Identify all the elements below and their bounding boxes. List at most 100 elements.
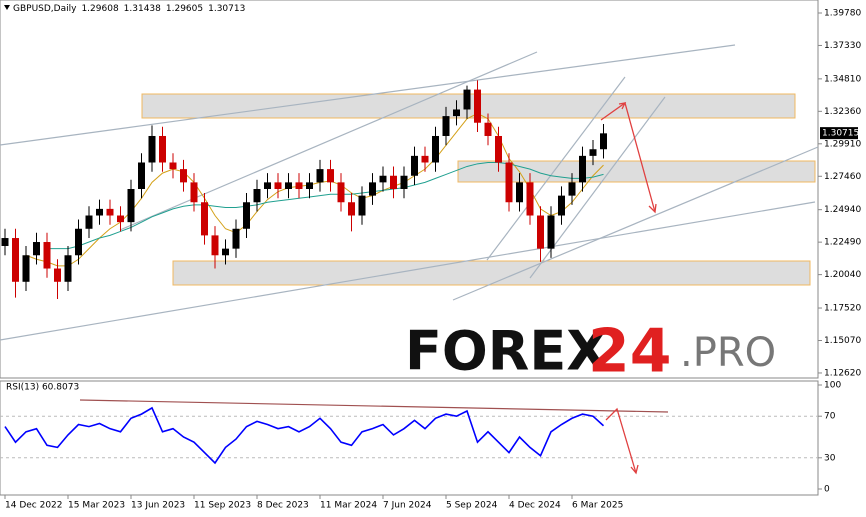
watermark-part: 24 — [588, 317, 672, 387]
x-tick-label: 7 Jun 2024 — [383, 501, 432, 511]
candle-body — [274, 182, 282, 189]
candle-body — [411, 155, 418, 176]
rsi-panel — [0, 380, 819, 496]
arrow-head — [618, 102, 627, 110]
header-item: GBPUSD,Daily — [13, 4, 77, 14]
candle-body — [358, 195, 366, 216]
y-tick-label: 1.15070 — [824, 336, 861, 346]
candle-body — [1, 238, 9, 246]
candle-body — [547, 215, 555, 249]
header-item: 1.29605 — [166, 4, 203, 14]
rsi-trend-line — [79, 399, 669, 413]
rsi-line — [4, 406, 605, 465]
candle-body — [442, 116, 450, 136]
zone — [172, 260, 811, 286]
arrow-head — [630, 464, 639, 475]
candle-body — [316, 169, 324, 183]
y-tick-label: 100 — [824, 381, 841, 391]
candle-body — [54, 268, 61, 282]
candle-body — [295, 182, 303, 189]
y-tick-label: 1.27460 — [824, 172, 861, 182]
candle-body — [537, 215, 544, 249]
header-item: 1.30713 — [208, 4, 245, 14]
candle-body — [421, 155, 429, 163]
rsi-title: RSI(13) 60.8073 — [6, 383, 79, 393]
candle-body — [526, 182, 534, 216]
x-tick-label: 13 Jun 2023 — [131, 501, 185, 511]
chart-header: GBPUSD,Daily 1.29608 1.31438 1.29605 1.30713 — [13, 4, 245, 14]
candle-body — [159, 135, 166, 163]
candle-body — [516, 182, 523, 203]
candle-body — [148, 135, 156, 163]
candle-body — [169, 162, 177, 170]
candle-body — [12, 238, 19, 282]
candle-body — [589, 149, 597, 156]
y-tick-label: 1.17520 — [824, 304, 861, 314]
candle-body — [600, 133, 607, 150]
candle-body — [43, 242, 51, 269]
candle-body — [22, 255, 30, 282]
candle-body — [495, 135, 502, 163]
candle-body — [327, 169, 334, 183]
x-tick-label: 6 Mar 2025 — [572, 501, 623, 511]
y-tick-label: 1.39780 — [824, 8, 861, 18]
y-tick-label: 1.20040 — [824, 270, 861, 280]
candle-body — [558, 195, 565, 216]
watermark-part: .PRO — [680, 330, 776, 376]
candle-body — [211, 235, 219, 256]
y-tick-label: 1.29910 — [824, 139, 861, 149]
x-tick-label: 11 Mar 2024 — [320, 501, 377, 511]
candle-body — [568, 182, 576, 196]
candle-body — [75, 228, 82, 256]
current-price: 1.30715 — [822, 129, 859, 139]
trend-line — [119, 51, 538, 231]
watermark-part: FOREX — [405, 320, 608, 383]
watermark: FOREX 24 .PRO — [405, 317, 776, 387]
header-item: 1.29608 — [81, 4, 118, 14]
y-tick-label: 70 — [824, 412, 836, 422]
candle-body — [463, 89, 471, 110]
trend-lines — [0, 44, 819, 341]
y-tick-label: 1.12620 — [824, 368, 861, 378]
candle-body — [243, 202, 250, 229]
y-tick-label: 1.37330 — [824, 41, 861, 51]
menu-icon[interactable] — [4, 5, 10, 10]
arrow-head — [648, 203, 657, 214]
candle-body — [106, 208, 114, 216]
candle-body — [201, 202, 208, 236]
candle-body — [579, 155, 586, 183]
candle-body — [369, 182, 376, 196]
candle-body — [253, 189, 261, 203]
candle-body — [180, 169, 187, 183]
trend-line — [0, 201, 816, 341]
x-tick-label: 14 Dec 2022 — [5, 501, 63, 511]
candle-body — [453, 109, 460, 117]
x-tick-label: 15 Mar 2023 — [68, 501, 125, 511]
candle-body — [432, 135, 439, 163]
candle-body — [96, 208, 103, 216]
candle-body — [379, 175, 387, 183]
x-tick-label: 4 Dec 2024 — [509, 501, 561, 511]
candle-body — [474, 89, 481, 123]
candle-body — [390, 175, 397, 189]
candle-body — [400, 175, 408, 189]
candle-body — [117, 215, 124, 223]
x-tick-label: 11 Sep 2023 — [194, 501, 251, 511]
candle-body — [85, 215, 93, 229]
price-tag-bg — [820, 127, 858, 140]
candle-body — [222, 248, 229, 256]
candle-body — [127, 189, 135, 223]
y-tick-label: 1.22490 — [824, 238, 861, 248]
main-panel — [0, 0, 819, 379]
candle-body — [484, 122, 492, 136]
y-tick-label: 1.32360 — [824, 107, 861, 117]
candle-body — [264, 182, 271, 189]
candle-body — [64, 255, 72, 282]
y-tick-label: 1.34810 — [824, 74, 861, 84]
y-tick-label: 0 — [824, 485, 830, 495]
arrow — [605, 407, 637, 474]
trend-line — [486, 76, 626, 261]
trend-line — [0, 44, 736, 146]
candle-body — [232, 228, 240, 249]
